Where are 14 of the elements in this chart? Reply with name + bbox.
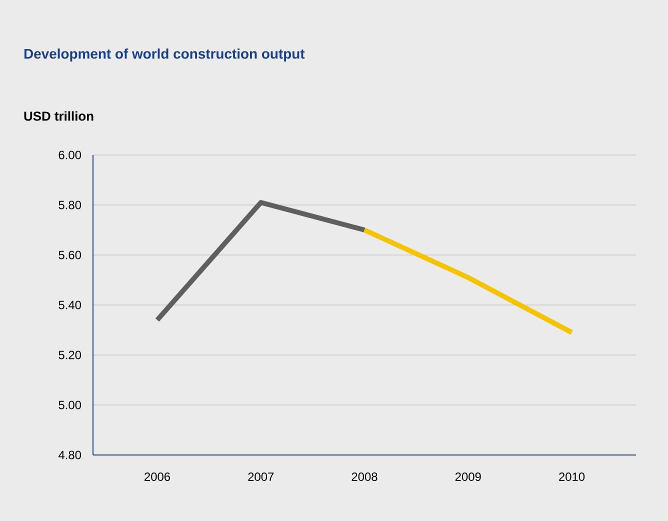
x-tick-label: 2009 bbox=[455, 472, 481, 481]
y-tick-label: 5.60 bbox=[58, 250, 82, 260]
x-tick-label: 2010 bbox=[559, 472, 585, 481]
y-axis-title: USD trillion bbox=[24, 111, 94, 121]
y-tick-label: 4.80 bbox=[58, 450, 82, 460]
x-tick-label: 2008 bbox=[352, 472, 378, 481]
y-tick-label: 5.40 bbox=[58, 300, 82, 310]
y-tick-label: 5.20 bbox=[58, 350, 82, 360]
x-tick-label: 2007 bbox=[248, 472, 274, 481]
chart-title: Development of world construction output bbox=[24, 48, 305, 62]
y-tick-label: 5.80 bbox=[58, 200, 82, 210]
y-tick-label: 6.00 bbox=[58, 150, 82, 160]
x-tick-label: 2006 bbox=[144, 472, 170, 481]
y-tick-label: 5.00 bbox=[58, 400, 82, 410]
